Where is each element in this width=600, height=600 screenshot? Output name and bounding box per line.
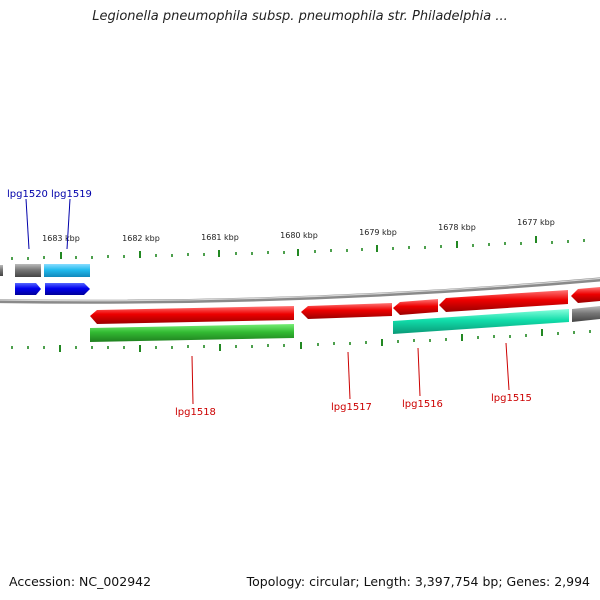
genes-lower: [90, 306, 600, 342]
ruler-upper-minor-ticks: [11, 239, 585, 260]
genes-reverse: [90, 287, 600, 324]
tick-label-1677kbp: 1677 kbp: [517, 218, 555, 227]
gene-red-partial-right[interactable]: [571, 287, 600, 303]
gene-lpg1519-cyan[interactable]: [44, 264, 90, 277]
gene-label-lpg1519[interactable]: lpg1519: [51, 189, 92, 200]
tick-label-1681kbp: 1681 kbp: [201, 233, 239, 242]
gene-label-lpg1516[interactable]: lpg1516: [402, 399, 443, 410]
gene-label-lpg1520[interactable]: lpg1520: [7, 189, 48, 200]
tick-label-1682kbp: 1682 kbp: [122, 234, 160, 243]
gene-lpg1519-blue[interactable]: [45, 283, 90, 295]
leader-line-lpg1518: [191, 355, 194, 405]
gene-label-group-lower: lpg1518 lpg1517 lpg1516 lpg1515: [175, 342, 532, 418]
ruler-ticks-lower: [11, 329, 591, 352]
gene-label-lpg1517[interactable]: lpg1517: [331, 402, 372, 413]
gene-label-lpg1515[interactable]: lpg1515: [491, 393, 532, 404]
gene-lpg1516-teal[interactable]: [393, 309, 569, 334]
leader-line-lpg1517: [347, 351, 351, 400]
leader-line-lpg1519: [66, 198, 71, 250]
topology-text: Topology: circular; Length: 3,397,754 bp…: [246, 574, 590, 589]
page-title: Legionella pneumophila subsp. pneumophil…: [92, 9, 508, 24]
genes-forward: [0, 264, 90, 295]
gene-lpg1516-red[interactable]: [393, 299, 438, 315]
gene-lpg1515-red[interactable]: [439, 290, 568, 312]
gene-lpg1520-blue[interactable]: [15, 283, 41, 295]
genome-backbone: [0, 277, 600, 304]
tick-label-1683kbp: 1683 kbp: [42, 234, 80, 243]
tick-label-1678kbp: 1678 kbp: [438, 223, 476, 232]
ruler-lower-minor-ticks: [11, 330, 591, 349]
gene-lpg1518-green[interactable]: [90, 324, 294, 342]
gene-label-lpg1518[interactable]: lpg1518: [175, 407, 216, 418]
accession-text: Accession: NC_002942: [9, 574, 152, 589]
genome-backbone-highlight: [0, 277, 600, 302]
leader-line-lpg1516: [417, 347, 421, 397]
gene-gray-partial-left[interactable]: [0, 265, 3, 276]
ruler-ticks-upper: 1683 kbp 1682 kbp 1681 kbp 1680 kbp 1679…: [11, 218, 585, 260]
gene-gray-partial-right[interactable]: [572, 306, 600, 322]
tick-label-1679kbp: 1679 kbp: [359, 228, 397, 237]
gene-label-group-upper: lpg1520 lpg1519: [7, 189, 92, 250]
gene-lpg1517-red[interactable]: [301, 303, 392, 319]
ruler-upper-major-ticks: [60, 236, 537, 259]
ruler-lower-major-ticks: [59, 329, 543, 352]
leader-line-lpg1520: [25, 198, 30, 250]
gene-lpg1518-red[interactable]: [90, 306, 294, 324]
leader-line-lpg1515: [505, 342, 510, 391]
gene-gray-forward[interactable]: [15, 264, 41, 277]
tick-label-1680kbp: 1680 kbp: [280, 231, 318, 240]
